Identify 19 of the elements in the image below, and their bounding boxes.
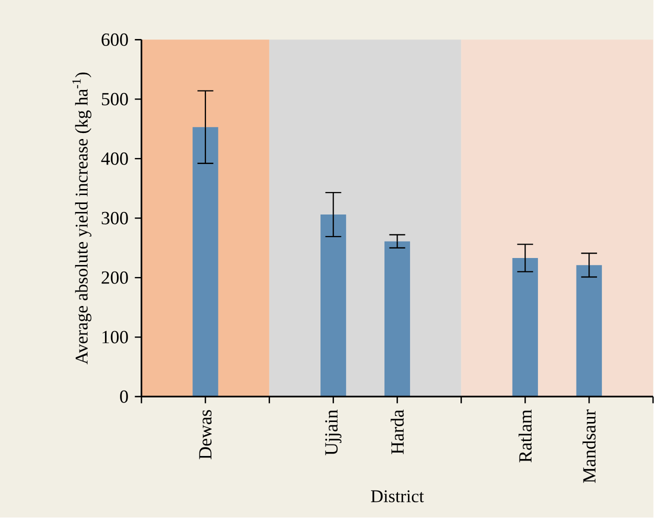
bar [320,214,346,397]
x-tick-label: Ujjain [325,410,342,456]
x-tick-label: Dewas [199,410,212,460]
bar [192,127,218,397]
x-tick-label: Harda [390,410,404,454]
y-tick-label: 400 [101,152,128,166]
y-tick-label: 300 [102,212,128,225]
x-tick-label: Mandsaur [582,410,596,484]
y-axis-title: Average absolute yield increase (kg ha$^{-1}$) [72,72,92,365]
x-axis-title: District [371,490,424,502]
y-tick-label: 500 [102,93,128,106]
bar [384,242,410,397]
x-tick-label: Ratlam [518,410,532,463]
y-tick-label: 600 [102,34,128,46]
bar [576,265,602,397]
y-tick-label: 100 [102,331,128,344]
y-tick-label: 200 [102,272,128,284]
y-tick-label: 0 [120,390,128,404]
bar [512,258,538,397]
